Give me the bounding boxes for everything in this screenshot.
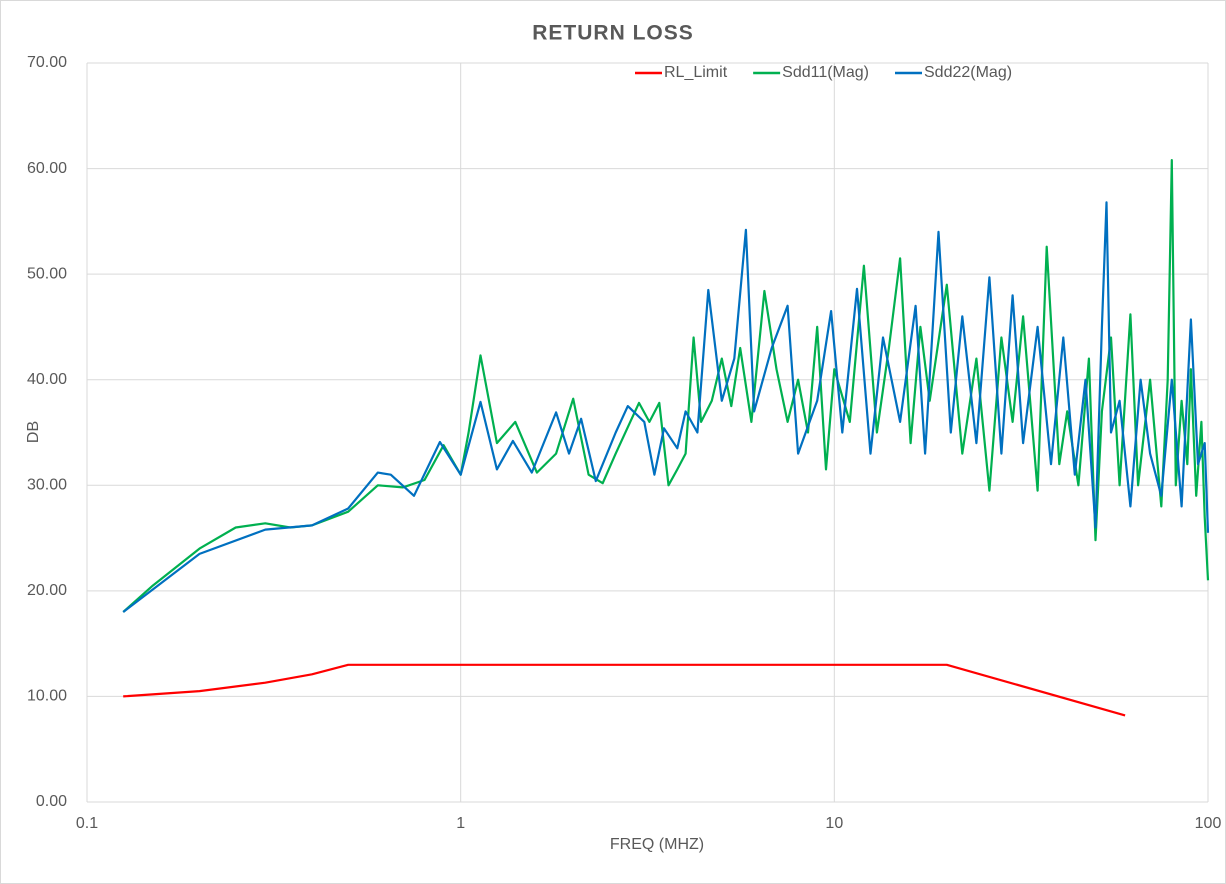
x-tick-label: 1: [456, 815, 465, 832]
y-axis-label: DB: [25, 421, 42, 443]
x-tick-label: 100: [1195, 815, 1222, 832]
series-line: [123, 663, 1126, 717]
y-tick-label: 70.00: [27, 54, 67, 71]
x-tick-label: 10: [825, 815, 843, 832]
y-tick-label: 60.00: [27, 160, 67, 177]
y-tick-label: 40.00: [27, 371, 67, 388]
x-tick-label: 0.1: [76, 815, 98, 832]
y-tick-label: 30.00: [27, 477, 67, 494]
y-tick-label: 0.00: [36, 793, 67, 810]
chart-title: RETURN LOSS: [532, 22, 694, 45]
x-axis-label: FREQ (MHZ): [610, 836, 704, 853]
legend-label: Sdd22(Mag): [924, 64, 1012, 81]
y-tick-label: 20.00: [27, 582, 67, 599]
y-tick-label: 10.00: [27, 688, 67, 705]
legend-label: Sdd11(Mag): [782, 64, 869, 81]
y-tick-label: 50.00: [27, 265, 67, 282]
series-line: [122, 159, 1210, 613]
series-line: [122, 201, 1210, 613]
legend-label: RL_Limit: [664, 64, 728, 81]
